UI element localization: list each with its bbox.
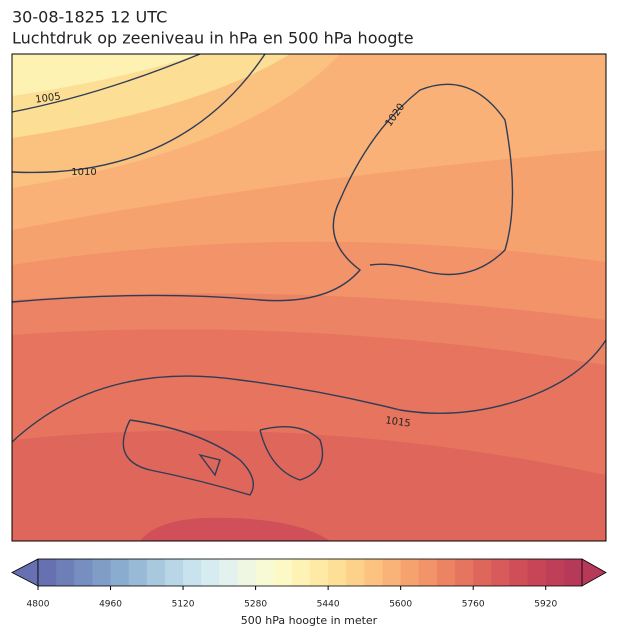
colorbar-extend-low	[11, 558, 39, 587]
colorbar-band	[146, 559, 166, 586]
isobar-label: 1015	[385, 415, 412, 429]
colorbar-tick-label: 5280	[244, 600, 267, 610]
colorbar-tick-label: 5760	[462, 600, 485, 610]
colorbar-tick-label: 5120	[172, 600, 195, 610]
height-band	[140, 517, 330, 541]
colorbar-tick-label: 4960	[99, 600, 122, 610]
colorbar-band	[255, 559, 275, 586]
colorbar-band	[545, 559, 565, 586]
colorbar-band	[310, 559, 329, 586]
colorbar-band	[201, 559, 220, 586]
colorbar-band	[273, 559, 293, 586]
colorbar-tick-label: 5440	[317, 600, 340, 610]
isobar	[198, 453, 221, 477]
colorbar-band	[346, 559, 365, 586]
colorbar-band	[128, 559, 148, 586]
colorbar-band	[237, 559, 256, 586]
colorbar-band	[328, 559, 347, 586]
colorbar-tick-label: 5920	[534, 600, 557, 610]
colorbar-band	[563, 559, 583, 586]
colorbar-tick-label: 5600	[389, 600, 412, 610]
colorbar-band	[400, 559, 420, 586]
isobar	[11, 53, 201, 113]
isobar	[122, 419, 254, 496]
colorbar-band	[364, 559, 383, 586]
colorbar-band	[183, 559, 202, 586]
colorbar: 4800 4960 5120 5280 5440 5600 5760 5920 500 hPa …	[11, 558, 607, 627]
isobar	[11, 53, 266, 174]
colorbar-band	[164, 559, 184, 586]
title-desc: Luchtdruk op zeeniveau in hPa en 500 hPa…	[12, 29, 414, 48]
isobar-label: 1005	[35, 91, 62, 105]
isobar	[11, 339, 607, 443]
isobar	[259, 425, 324, 481]
height-band	[12, 54, 200, 96]
colorbar-band	[527, 559, 547, 586]
colorbar-band	[418, 559, 438, 586]
colorbar-band	[38, 559, 57, 586]
colorbar-band	[436, 559, 456, 586]
colorbar-label: 500 hPa hoogte in meter	[241, 614, 378, 627]
isobar-label: 1010	[71, 167, 96, 178]
colorbar-band	[56, 559, 75, 586]
colorbar-band	[110, 559, 130, 586]
colorbar-band	[382, 559, 402, 586]
colorbar-band	[473, 559, 492, 586]
colorbar-band	[455, 559, 474, 586]
colorbar-band	[74, 559, 93, 586]
colorbar-extend-high	[581, 558, 607, 587]
colorbar-band	[219, 559, 238, 586]
title-time: 30-08-1825 12 UTC	[12, 8, 167, 27]
colorbar-tick-label: 4800	[27, 600, 50, 610]
map-frame	[11, 53, 607, 542]
colorbar-band	[509, 559, 528, 586]
colorbar-band	[92, 559, 111, 586]
colorbar-band	[491, 559, 510, 586]
isobar	[11, 83, 514, 303]
colorbar-band	[291, 559, 311, 586]
colorbar-frame	[37, 558, 583, 587]
